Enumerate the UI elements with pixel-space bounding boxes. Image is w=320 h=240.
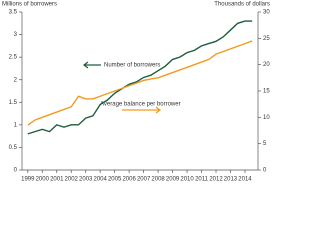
y-tick-label: 0 <box>14 168 18 174</box>
y2-axis-title: Thousands of dollars <box>214 2 270 8</box>
x-tick-label: 2003 <box>79 177 93 183</box>
x-tick-label: 2007 <box>137 177 151 183</box>
series-line <box>27 20 253 135</box>
x-tick-label: 2010 <box>180 177 194 183</box>
y2-tick-label: 25 <box>263 36 270 42</box>
x-tick-label: 2001 <box>50 177 64 183</box>
x-tick-label: 2012 <box>209 177 223 183</box>
y2-tick-label: 15 <box>263 89 270 95</box>
y2-tick-label: 10 <box>263 115 270 121</box>
y2-tick-label: 0 <box>263 168 267 174</box>
y-tick-label: 2.5 <box>9 55 18 61</box>
y2-tick-label: 5 <box>263 141 267 147</box>
x-tick-label: 2014 <box>238 177 252 183</box>
x-tick-label: 1999 <box>21 177 35 183</box>
y2-tick-label: 20 <box>263 62 270 68</box>
y-axis-title: Millions of borrowers <box>2 2 57 8</box>
y-tick-label: 1.5 <box>9 100 18 106</box>
series-line <box>27 40 253 126</box>
arrow <box>83 61 101 69</box>
x-tick-label: 2004 <box>94 177 108 183</box>
x-tick-label: 2006 <box>122 177 136 183</box>
y2-tick-label: 30 <box>263 10 270 16</box>
annotation: Number of borrowers <box>104 63 160 69</box>
y-tick-label: 0.5 <box>9 145 18 151</box>
chart: Millions of borrowers Thousands of dolla… <box>2 2 270 183</box>
x-tick-label: 2000 <box>36 177 50 183</box>
annotation: Average balance per borrower <box>100 102 181 108</box>
x-tick-label: 2002 <box>65 177 79 183</box>
y-tick-label: 1 <box>14 122 18 128</box>
arrow <box>122 106 161 114</box>
x-tick-label: 2011 <box>195 177 209 183</box>
y-tick-label: 3.5 <box>9 10 18 16</box>
y-tick-label: 3 <box>14 32 18 38</box>
x-tick-label: 2013 <box>224 177 238 183</box>
y-tick-label: 2 <box>14 77 18 83</box>
x-tick-label: 2008 <box>151 177 165 183</box>
x-tick-label: 2009 <box>166 177 180 183</box>
x-tick-label: 2005 <box>108 177 122 183</box>
